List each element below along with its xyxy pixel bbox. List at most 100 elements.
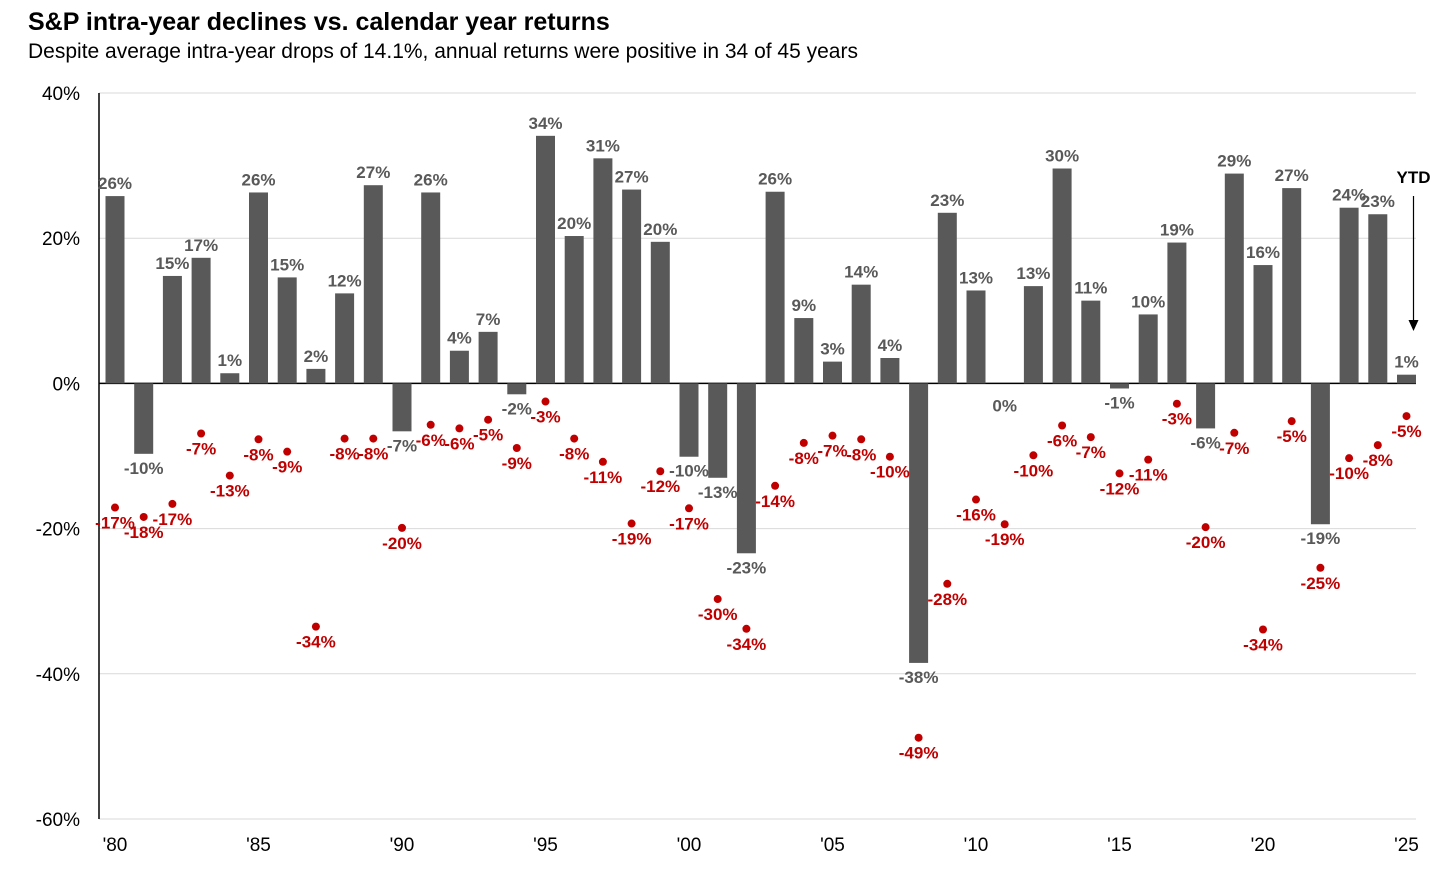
return-bar [1138, 314, 1158, 384]
drawdown-dot [1115, 469, 1124, 478]
drawdown-label: -5% [1277, 427, 1307, 446]
drawdown-dot [111, 503, 119, 512]
drawdown-dot [1402, 412, 1411, 421]
drawdown-label: -3% [1162, 410, 1192, 429]
x-tick-label: '20 [1251, 835, 1276, 856]
drawdown-label: -8% [329, 445, 359, 464]
drawdown-dot [885, 452, 894, 461]
drawdown-label: -7% [1076, 443, 1106, 462]
x-tick-label: '25 [1394, 835, 1419, 856]
x-tick-label: '05 [820, 835, 845, 856]
return-label: -2% [502, 399, 532, 418]
drawdown-dot [656, 467, 665, 476]
drawdown-dot [1058, 421, 1067, 430]
return-label: 15% [155, 254, 189, 273]
return-label: 16% [1246, 243, 1280, 262]
return-bar [363, 185, 383, 384]
return-bar [765, 191, 785, 384]
axes: 40% 20% 0% -20% -40% -60% '80 '85 '90 '95 '00 '05 '1… [36, 84, 1419, 856]
y-tick-label: -40% [36, 665, 80, 686]
return-bar [335, 293, 355, 384]
drawdown-dot [1172, 399, 1181, 408]
chart-subtitle: Despite average intra-year drops of 14.1… [28, 40, 858, 63]
drawdown-dot [225, 471, 234, 480]
y-tick-label: -60% [36, 810, 80, 831]
drawdown-dot [1230, 428, 1239, 437]
return-label: 7% [476, 310, 501, 329]
return-label: -13% [698, 483, 738, 502]
drawdown-label: -11% [1129, 466, 1168, 485]
return-label: -19% [1301, 529, 1341, 548]
drawdown-dot [512, 444, 521, 453]
return-label: 26% [241, 170, 275, 189]
drawdown-label: -34% [727, 635, 767, 654]
drawdown-dot [455, 424, 464, 433]
x-tick-label: '00 [677, 835, 702, 856]
ytd-label: YTD [1397, 168, 1431, 187]
drawdown-label: -17% [95, 514, 135, 533]
return-label: -6% [1190, 433, 1220, 452]
drawdown-label: -7% [186, 439, 216, 458]
drawdown-label: -9% [502, 454, 532, 473]
drawdown-dot [1259, 625, 1267, 634]
data-labels: 26%-10%15%17%1%26%15%2%12%27%-7%26%4%7%-… [95, 114, 1421, 763]
drawdown-label: -5% [473, 426, 503, 445]
return-bar [1081, 300, 1101, 384]
return-label: 23% [930, 191, 964, 210]
return-bar [249, 192, 268, 384]
drawdown-label: -12% [1100, 479, 1140, 498]
return-label: 27% [1275, 166, 1309, 185]
return-bar [1023, 286, 1043, 384]
return-label: 1% [218, 351, 243, 370]
return-label: 11% [1074, 279, 1107, 298]
drawdown-dot [799, 438, 808, 447]
x-tick-label: '95 [533, 835, 558, 856]
return-label: -38% [899, 668, 939, 687]
return-label: 14% [844, 263, 878, 282]
x-tick-label: '15 [1107, 835, 1132, 856]
return-bar [650, 241, 670, 384]
drawdown-dot [541, 397, 550, 406]
annual-return-bars [105, 135, 1416, 663]
return-label: 4% [878, 336, 903, 355]
return-bar [421, 192, 441, 384]
return-bar [1368, 214, 1388, 384]
return-bar [880, 357, 900, 384]
return-bar [966, 290, 986, 384]
return-bar [191, 257, 211, 384]
return-label: 2% [304, 347, 329, 366]
return-label: 9% [792, 296, 817, 315]
drawdown-label: -5% [1391, 422, 1421, 441]
drawdown-dot [627, 519, 636, 528]
return-bar [1196, 383, 1216, 429]
drawdown-dot [283, 447, 292, 456]
return-bar [1253, 265, 1273, 384]
return-label: 10% [1131, 292, 1165, 311]
drawdown-dot [943, 579, 952, 588]
return-label: 26% [414, 170, 448, 189]
drawdown-label: -8% [846, 445, 876, 464]
drawdown-dot [254, 435, 263, 444]
drawdown-label: -8% [1363, 451, 1393, 470]
drawdown-dot [828, 431, 837, 440]
return-label: 34% [528, 114, 562, 133]
drawdown-dot [139, 512, 148, 521]
y-tick-label: -20% [36, 520, 80, 541]
drawdown-dot [742, 624, 751, 633]
return-bar [736, 383, 756, 554]
drawdown-label: -19% [985, 530, 1025, 549]
drawdown-label: -6% [444, 434, 474, 453]
drawdown-label: -3% [530, 408, 560, 427]
return-label: 0% [992, 396, 1017, 415]
drawdown-dot [598, 457, 607, 466]
ytd-arrow-head [1408, 320, 1419, 331]
return-label: 26% [758, 170, 792, 189]
return-label: 15% [270, 255, 304, 274]
return-bar [1110, 383, 1129, 389]
return-bar [1339, 207, 1359, 384]
return-label: -7% [387, 436, 417, 455]
drawdown-label: -7% [817, 442, 847, 461]
drawdown-label: -11% [584, 468, 623, 487]
drawdown-dot [340, 434, 349, 443]
